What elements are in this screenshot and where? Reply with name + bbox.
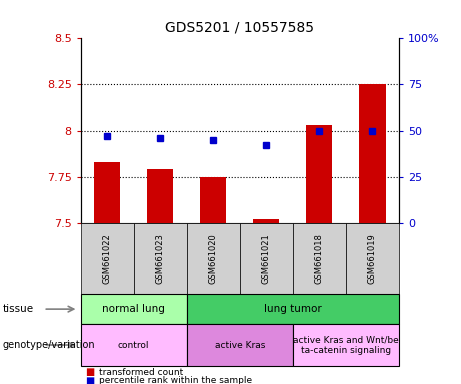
Text: genotype/variation: genotype/variation (2, 340, 95, 350)
Text: ■: ■ (85, 367, 95, 377)
Bar (306, 125, 332, 223)
Bar (253, 219, 279, 223)
Text: GSM661021: GSM661021 (262, 233, 271, 284)
Text: tissue: tissue (2, 304, 34, 314)
Text: GSM661020: GSM661020 (209, 233, 218, 284)
Title: GDS5201 / 10557585: GDS5201 / 10557585 (165, 20, 314, 35)
Text: GSM661023: GSM661023 (156, 233, 165, 284)
Text: GSM661019: GSM661019 (368, 233, 377, 284)
Text: GSM661022: GSM661022 (103, 233, 112, 284)
Text: transformed count: transformed count (99, 368, 183, 377)
Text: lung tumor: lung tumor (264, 304, 322, 314)
Text: GSM661018: GSM661018 (315, 233, 324, 284)
Text: percentile rank within the sample: percentile rank within the sample (99, 376, 252, 384)
Text: normal lung: normal lung (102, 304, 165, 314)
Bar (94, 162, 120, 223)
Bar (147, 169, 173, 223)
Bar (359, 84, 385, 223)
Text: active Kras and Wnt/be
ta-catenin signaling: active Kras and Wnt/be ta-catenin signal… (293, 335, 399, 355)
Text: control: control (118, 341, 149, 349)
Bar (200, 177, 226, 223)
Text: active Kras: active Kras (214, 341, 265, 349)
Text: ■: ■ (85, 376, 95, 384)
